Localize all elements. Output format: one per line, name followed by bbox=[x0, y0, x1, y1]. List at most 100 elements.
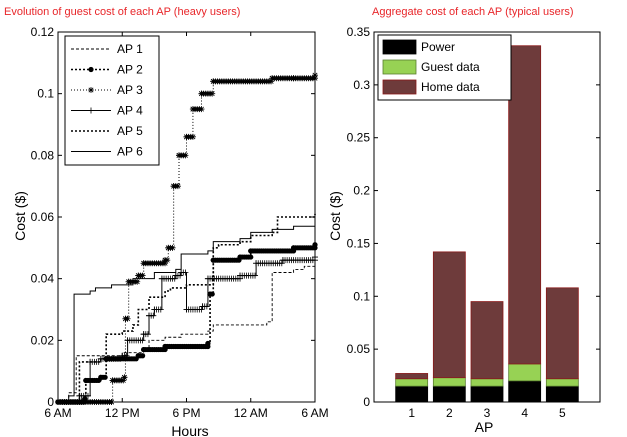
bar-segment bbox=[432, 251, 466, 379]
line-point bbox=[124, 315, 131, 322]
legend-label: Power bbox=[421, 40, 455, 54]
line-point bbox=[139, 353, 146, 359]
x-tick-label: 1 bbox=[408, 406, 415, 420]
bar-segment bbox=[395, 378, 429, 387]
line-chart-legend: AP 1 AP 2 AP 3 AP 4 AP 5 AP 6 bbox=[64, 35, 160, 166]
y-tick-label: 0.35 bbox=[347, 25, 371, 39]
line-series bbox=[58, 223, 316, 403]
line-chart-y-axis-label: Cost ($) bbox=[12, 191, 28, 241]
y-tick-label: 0.05 bbox=[347, 342, 371, 356]
x-tick-label: 6 PM bbox=[172, 406, 200, 420]
x-tick-label: 6 AM bbox=[44, 406, 71, 420]
line-point bbox=[108, 399, 115, 405]
line-point bbox=[84, 392, 91, 399]
bar-chart: Aggregate cost of each AP (typical users… bbox=[327, 6, 601, 435]
x-tick-label: 12 PM bbox=[105, 406, 140, 420]
bar-segment bbox=[470, 378, 504, 387]
legend-label: AP 1 bbox=[117, 42, 143, 56]
line-point bbox=[120, 377, 127, 384]
line-point bbox=[177, 272, 184, 279]
series-line bbox=[58, 223, 316, 403]
bar-segment bbox=[432, 377, 466, 387]
line-point bbox=[312, 75, 318, 82]
bar-segment bbox=[545, 378, 579, 387]
line-point bbox=[182, 152, 189, 159]
bar-segment bbox=[545, 287, 579, 380]
line-point bbox=[139, 272, 146, 279]
y-tick-label: 0 bbox=[47, 395, 54, 409]
legend-label: AP 4 bbox=[117, 104, 143, 118]
x-tick-label: 12 AM bbox=[234, 406, 268, 420]
line-point bbox=[182, 269, 189, 276]
legend-label: AP 2 bbox=[117, 63, 143, 77]
line-point bbox=[88, 66, 94, 73]
y-tick-label: 0.02 bbox=[31, 333, 55, 347]
line-point bbox=[164, 257, 171, 264]
line-point bbox=[189, 133, 196, 140]
line-point bbox=[88, 87, 94, 93]
legend-label: Guest data bbox=[421, 60, 480, 74]
line-series bbox=[55, 242, 318, 405]
bar-chart-title: Aggregate cost of each AP (typical users… bbox=[372, 6, 574, 18]
line-point bbox=[123, 352, 130, 359]
x-tick-label: 6 AM bbox=[301, 406, 328, 420]
line-point bbox=[205, 340, 211, 347]
line-point bbox=[134, 278, 141, 285]
x-tick-label: 3 bbox=[484, 406, 491, 420]
line-point bbox=[171, 275, 178, 282]
line-point bbox=[102, 374, 108, 380]
line-point bbox=[198, 306, 205, 313]
line-point bbox=[312, 72, 318, 79]
line-point bbox=[198, 106, 205, 113]
line-point bbox=[252, 272, 259, 279]
line-point bbox=[209, 291, 215, 297]
legend-box bbox=[64, 35, 160, 166]
line-point bbox=[278, 260, 285, 267]
y-tick-label: 0.04 bbox=[31, 272, 55, 286]
x-tick-label: 2 bbox=[446, 406, 453, 420]
line-point bbox=[312, 254, 318, 261]
y-tick-label: 0.3 bbox=[353, 78, 370, 92]
bar-chart-x-axis-label: AP bbox=[475, 419, 494, 435]
y-tick-label: 0.08 bbox=[31, 148, 55, 162]
line-point bbox=[248, 254, 254, 260]
legend-swatch bbox=[382, 79, 417, 95]
y-tick-label: 0.12 bbox=[31, 25, 55, 39]
bar-chart-y-axis-label: Cost ($) bbox=[327, 191, 343, 241]
line-chart: Evolution of guest cost of each AP (heav… bbox=[4, 6, 329, 437]
bar-segment bbox=[508, 363, 542, 382]
line-point bbox=[117, 355, 124, 362]
legend-label: AP 6 bbox=[117, 145, 143, 159]
y-tick-label: 0.1 bbox=[353, 289, 370, 303]
legend-swatch bbox=[382, 59, 417, 75]
legend-label: AP 5 bbox=[117, 124, 143, 138]
series-line bbox=[58, 265, 315, 403]
y-tick-label: 0.25 bbox=[347, 131, 371, 145]
line-point bbox=[312, 242, 318, 248]
line-series bbox=[58, 265, 315, 403]
legend-label: AP 3 bbox=[117, 83, 143, 97]
y-tick-label: 0.1 bbox=[37, 87, 54, 101]
line-point bbox=[174, 183, 181, 190]
line-point bbox=[121, 374, 128, 381]
legend-label: Home data bbox=[421, 80, 480, 94]
line-point bbox=[162, 260, 169, 267]
y-tick-label: 0.06 bbox=[31, 210, 55, 224]
line-point bbox=[88, 107, 94, 114]
line-chart-x-axis-label: Hours bbox=[171, 423, 208, 437]
y-tick-label: 0 bbox=[363, 395, 370, 409]
x-tick-label: 5 bbox=[559, 406, 566, 420]
line-point bbox=[144, 331, 151, 338]
bar-stack bbox=[545, 287, 579, 403]
line-point bbox=[203, 303, 210, 310]
bar-chart-plot-area: 0 0.05 0.1 0.15 0.2 0.25 0.3 0.35 1 2 3 4 5 Power Gues… bbox=[347, 25, 601, 420]
bar-stack bbox=[432, 251, 466, 403]
bar-stack bbox=[508, 45, 542, 403]
bar-segment bbox=[470, 301, 504, 380]
bar-segment bbox=[395, 373, 429, 380]
bar-chart-legend: Power Guest data Home data bbox=[377, 34, 512, 101]
bar-stack bbox=[395, 373, 429, 403]
line-point bbox=[169, 244, 176, 251]
y-tick-label: 0.2 bbox=[353, 184, 370, 198]
